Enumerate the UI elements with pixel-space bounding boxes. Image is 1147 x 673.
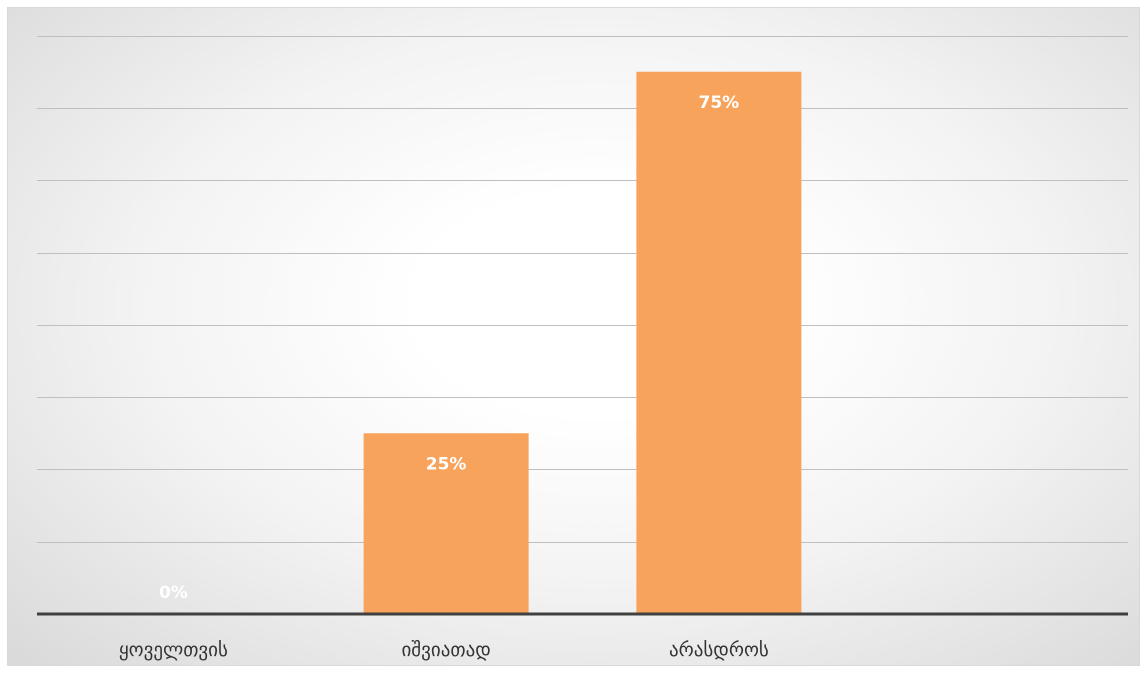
data-label-3: 75% [699, 93, 740, 113]
bar-3[interactable] [636, 71, 802, 614]
x-tick-label-1: ყოველთვის [119, 639, 228, 661]
x-tick-label-3: არასდროს [669, 639, 769, 661]
bar-2[interactable] [363, 433, 529, 614]
x-tick-label-2: იშვიათად [401, 639, 490, 661]
data-label-2: 25% [426, 454, 467, 474]
data-label-1: 0% [159, 583, 188, 603]
chart-area [7, 7, 1140, 666]
